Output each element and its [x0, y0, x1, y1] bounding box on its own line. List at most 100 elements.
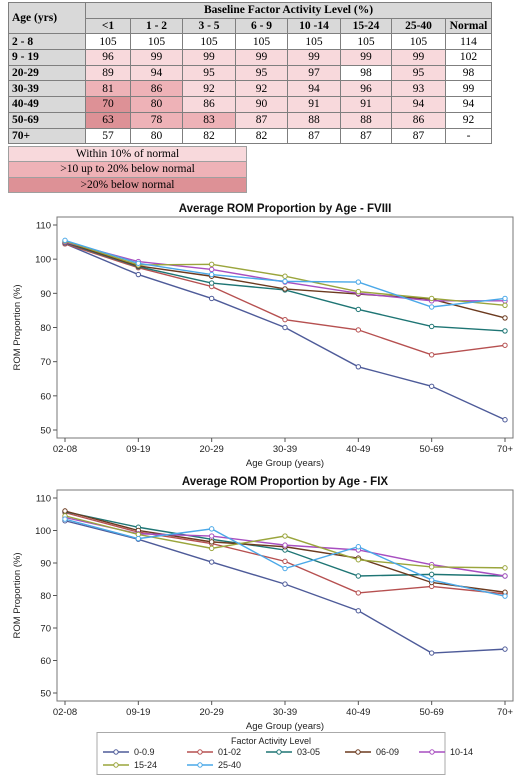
- chart-fviii: Average ROM Proportion by Age - FVIII 50 6…: [12, 203, 514, 468]
- x-tick-label: 50-69: [420, 444, 444, 455]
- normal-cell: 102: [445, 49, 492, 66]
- chart-title: Average ROM Proportion by Age - FVIII: [179, 203, 392, 215]
- y-tick-label: 60: [40, 391, 51, 402]
- legend-item-label: 25-40: [218, 760, 241, 770]
- x-tick-label: 40-49: [346, 444, 370, 455]
- value-cell: 81: [85, 80, 131, 98]
- column-header: <1: [85, 17, 131, 35]
- value-cell: 96: [85, 49, 131, 66]
- value-cell: 90: [235, 96, 288, 113]
- data-point: [282, 542, 288, 548]
- data-point: [428, 352, 435, 358]
- data-point: [428, 571, 435, 578]
- data-point: [282, 558, 288, 565]
- value-cell: 82: [182, 127, 236, 145]
- value-cell: 80: [130, 127, 183, 145]
- y-tick-label: 80: [40, 323, 51, 334]
- data-point: [208, 295, 215, 302]
- data-point: [208, 271, 215, 278]
- data-point: [502, 417, 508, 423]
- data-point: [428, 304, 435, 310]
- legend-swatch-marker: [429, 749, 435, 755]
- data-point: [135, 271, 142, 278]
- normal-cell: 94: [445, 96, 492, 113]
- x-tick-label: 20-29: [200, 444, 224, 455]
- age-cell: 2 - 8: [8, 33, 86, 51]
- value-cell: 82: [235, 127, 288, 145]
- data-point: [208, 526, 215, 532]
- column-header: 6 - 9: [235, 17, 288, 35]
- legend-swatch-marker: [197, 762, 203, 768]
- data-point: [208, 280, 215, 286]
- x-tick-label: 30-39: [273, 707, 297, 718]
- data-point: [208, 559, 215, 565]
- data-point: [208, 266, 215, 273]
- x-tick-label: 70+: [497, 444, 514, 455]
- data-point: [282, 581, 288, 587]
- data-point: [62, 508, 68, 514]
- column-header: Normal: [445, 17, 492, 35]
- data-point: [502, 302, 508, 308]
- value-cell: 88: [287, 111, 341, 129]
- data-point: [355, 590, 362, 596]
- value-cell: 105: [235, 33, 288, 51]
- value-cell: 86: [130, 80, 183, 98]
- value-cell: 87: [235, 111, 288, 129]
- shade-legend-item: >20% below normal: [8, 176, 247, 193]
- data-point: [282, 286, 288, 292]
- column-header: 3 - 5: [182, 17, 236, 35]
- age-cell: 9 - 19: [8, 49, 86, 66]
- value-cell: 105: [130, 33, 183, 51]
- data-point: [355, 557, 362, 563]
- plot-area: [56, 489, 514, 702]
- y-tick-label: 80: [40, 591, 51, 602]
- table-row: 50-69 63 78 83 87 88 88 86 92: [8, 111, 492, 129]
- value-cell: 91: [287, 96, 341, 113]
- value-cell: 88: [340, 111, 392, 129]
- value-cell: 96: [340, 80, 392, 98]
- y-axis-label: ROM Proportion (%): [12, 284, 23, 370]
- y-axis-label: ROM Proportion (%): [12, 552, 23, 638]
- value-cell: 105: [287, 33, 341, 51]
- value-cell: 94: [130, 64, 183, 82]
- data-point: [428, 323, 435, 330]
- data-point: [502, 342, 508, 348]
- value-cell: 87: [340, 127, 392, 145]
- data-point: [428, 383, 435, 389]
- legend-item-label: 15-24: [134, 760, 157, 770]
- data-point: [282, 324, 288, 331]
- normal-cell: -: [445, 127, 492, 145]
- y-tick-label: 110: [36, 494, 51, 505]
- data-point: [502, 328, 508, 334]
- data-point: [355, 573, 362, 579]
- x-tick-label: 30-39: [273, 444, 297, 455]
- y-tick-label: 100: [35, 255, 51, 266]
- data-point: [428, 577, 435, 583]
- data-point: [502, 573, 508, 579]
- table-title: Baseline Factor Activity Level (%): [85, 2, 492, 19]
- value-cell: 92: [182, 80, 236, 98]
- column-header: 10 -14: [287, 17, 341, 35]
- data-point: [355, 306, 362, 313]
- value-cell: 78: [130, 111, 183, 129]
- table-row: 30-39 81 86 92 92 94 96 93 99: [8, 80, 492, 98]
- series-legend-title: Factor Activity Level: [231, 736, 311, 746]
- legend-item-label: 06-09: [376, 747, 399, 757]
- value-cell: 95: [391, 64, 446, 82]
- x-tick-label: 02-08: [53, 707, 77, 718]
- shade-legend-item: Within 10% of normal: [8, 145, 247, 163]
- shade-legend: Within 10% of normal >10 up to 20% below …: [8, 145, 247, 193]
- value-cell: 91: [340, 96, 392, 113]
- series-legend-frame: [96, 732, 446, 775]
- data-point: [502, 565, 508, 571]
- value-cell: 63: [85, 111, 131, 129]
- data-point: [208, 533, 215, 539]
- data-point: [282, 273, 288, 279]
- age-cell: 70+: [8, 127, 86, 145]
- shade-legend-item: >10 up to 20% below normal: [8, 161, 247, 178]
- legend-swatch-marker: [355, 749, 361, 755]
- value-cell: 57: [85, 127, 131, 145]
- x-tick-label: 02-08: [53, 444, 77, 455]
- x-tick-label: 20-29: [200, 707, 224, 718]
- value-cell: 89: [85, 64, 131, 82]
